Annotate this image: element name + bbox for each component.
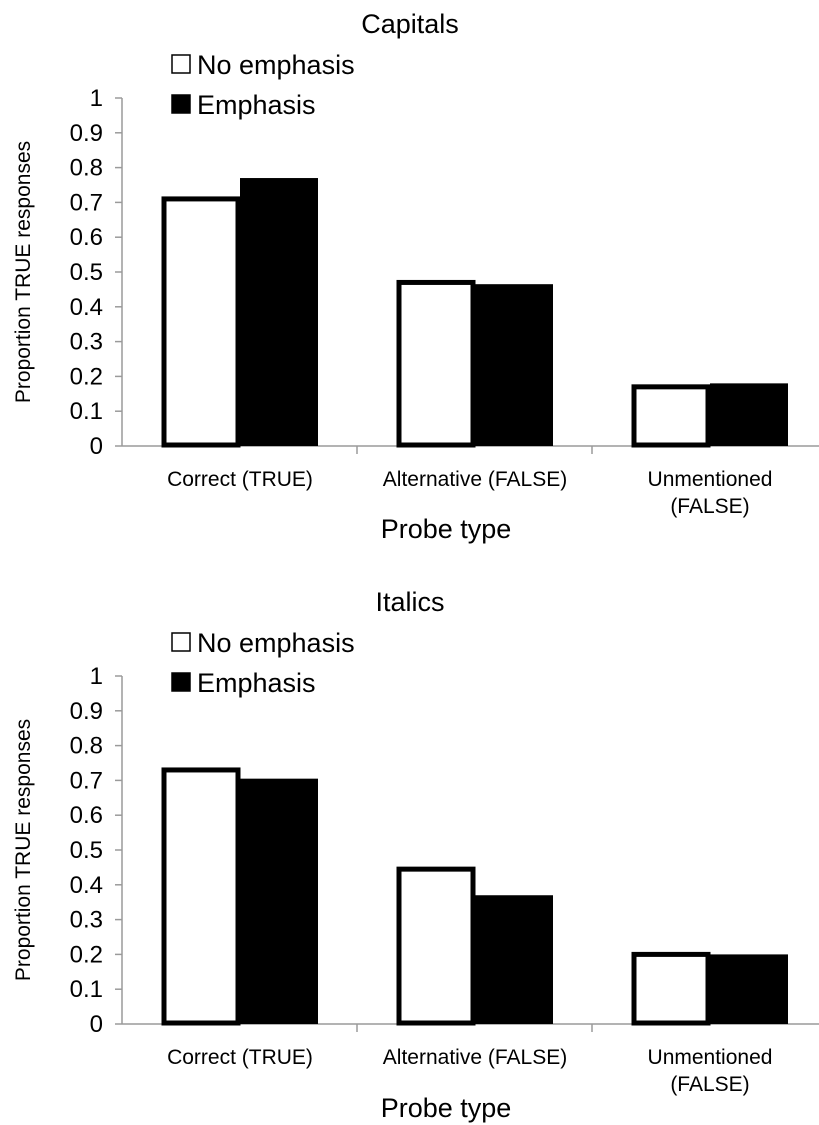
x-category-label: Alternative (FALSE) (383, 1046, 567, 1069)
y-tick-label: 0.8 (70, 733, 103, 760)
bar-no-emphasis (396, 279, 476, 448)
y-tick-label: 1 (90, 85, 103, 112)
bar-no-emphasis (631, 384, 711, 448)
bar-no-emphasis (396, 866, 476, 1026)
y-tick-label: 0.5 (70, 837, 103, 864)
x-category-label: Unmentioned (648, 1046, 773, 1069)
y-tick-label: 0.1 (70, 976, 103, 1003)
y-tick-label: 0.6 (70, 802, 103, 829)
y-axis-label: Proportion TRUE responses (12, 141, 35, 403)
x-category-label: Correct (TRUE) (167, 468, 313, 491)
y-tick-label: 0.4 (70, 872, 103, 899)
bar-emphasis (710, 383, 788, 446)
y-tick-label: 0.3 (70, 907, 103, 934)
y-tick-label: 1 (90, 663, 103, 690)
x-category-label: Correct (TRUE) (167, 1046, 313, 1069)
y-tick-label: 0.2 (70, 941, 103, 968)
x-category-label: Unmentioned (648, 468, 773, 491)
x-category-label: (FALSE) (670, 1073, 749, 1096)
y-tick-label: 0.7 (70, 189, 103, 216)
legend-swatch-no-emphasis (171, 54, 191, 74)
legend-label: Emphasis (197, 90, 316, 120)
y-tick-label: 0.2 (70, 363, 103, 390)
y-tick-label: 0.5 (70, 259, 103, 286)
legend-swatch-no-emphasis (171, 632, 191, 652)
x-axis-label: Probe type (381, 1093, 512, 1123)
x-category-label: (FALSE) (670, 495, 749, 518)
y-tick-label: 0 (90, 433, 103, 460)
bar-emphasis (710, 954, 788, 1024)
legend-label: No emphasis (197, 628, 355, 658)
y-tick-label: 0.9 (70, 120, 103, 147)
legend-label: Emphasis (197, 668, 316, 698)
y-tick-label: 0.8 (70, 155, 103, 182)
y-tick-label: 0.6 (70, 224, 103, 251)
x-axis-label: Probe type (381, 514, 512, 544)
chart-title: Italics (375, 587, 444, 617)
y-axis-label: Proportion TRUE responses (12, 719, 35, 981)
legend-swatch-emphasis (171, 672, 191, 692)
bar-emphasis (240, 178, 318, 447)
bar-emphasis (475, 284, 553, 446)
y-tick-label: 0.1 (70, 398, 103, 425)
bar-no-emphasis (161, 196, 241, 448)
legend-swatch-emphasis (171, 94, 191, 114)
x-category-label: Alternative (FALSE) (383, 468, 567, 491)
bar-emphasis (240, 778, 318, 1024)
y-tick-label: 0.4 (70, 294, 103, 321)
bar-no-emphasis (161, 767, 241, 1026)
chart-title: Capitals (361, 9, 459, 39)
y-tick-label: 0.3 (70, 329, 103, 356)
bar-no-emphasis (631, 951, 711, 1026)
bar-emphasis (475, 895, 553, 1024)
y-tick-label: 0.7 (70, 767, 103, 794)
legend-label: No emphasis (197, 50, 355, 80)
y-tick-label: 0.9 (70, 698, 103, 725)
y-tick-label: 0 (90, 1011, 103, 1038)
